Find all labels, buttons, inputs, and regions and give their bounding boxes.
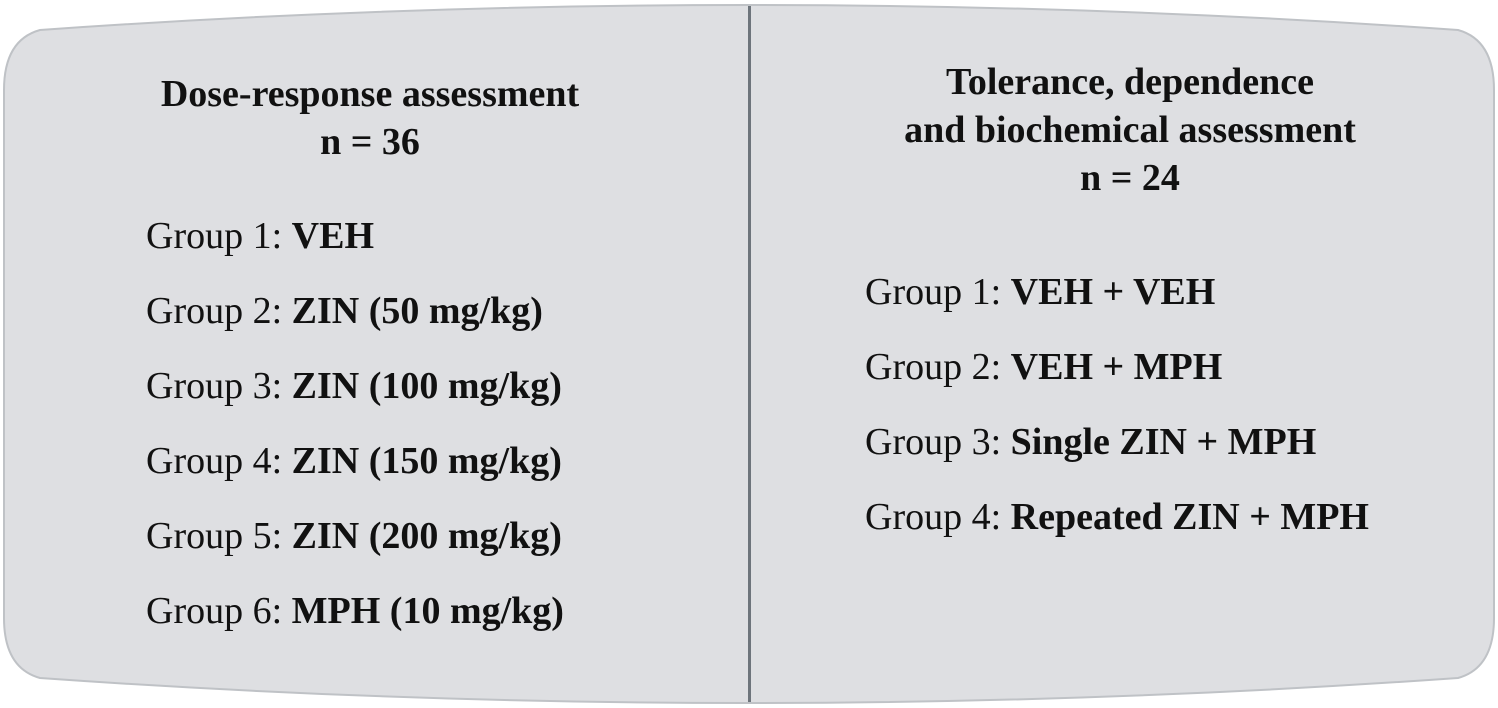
group-label: Group 1: bbox=[865, 271, 1002, 313]
list-item: Group 1: VEH bbox=[146, 210, 564, 285]
group-label: Group 3: bbox=[146, 365, 283, 407]
group-treatment: Single ZIN + MPH bbox=[1010, 421, 1317, 463]
tolerance-title-line1: Tolerance, dependence bbox=[945, 61, 1314, 103]
list-item: Group 2: ZIN (50 mg/kg) bbox=[146, 285, 564, 360]
dose-response-title: Dose-response assessment bbox=[160, 73, 580, 115]
tolerance-group-list: Group 1: VEH + VEH Group 2: VEH + MPH Gr… bbox=[865, 266, 1369, 566]
group-treatment: VEH bbox=[291, 215, 375, 257]
list-item: Group 6: MPH (10 mg/kg) bbox=[146, 585, 564, 660]
dose-response-heading: Dose-response assessment n = 36 bbox=[60, 70, 680, 166]
tolerance-title-line2: and biochemical assessment bbox=[904, 109, 1356, 151]
list-item: Group 3: Single ZIN + MPH bbox=[865, 416, 1369, 491]
group-treatment: VEH + VEH bbox=[1010, 271, 1216, 313]
group-treatment: ZIN (200 mg/kg) bbox=[291, 515, 562, 557]
group-treatment: VEH + MPH bbox=[1010, 346, 1223, 388]
list-item: Group 4: ZIN (150 mg/kg) bbox=[146, 435, 564, 510]
list-item: Group 5: ZIN (200 mg/kg) bbox=[146, 510, 564, 585]
group-label: Group 2: bbox=[146, 290, 283, 332]
group-label: Group 4: bbox=[146, 440, 283, 482]
list-item: Group 1: VEH + VEH bbox=[865, 266, 1369, 341]
group-label: Group 3: bbox=[865, 421, 1002, 463]
group-treatment: ZIN (100 mg/kg) bbox=[291, 365, 562, 407]
group-treatment: ZIN (150 mg/kg) bbox=[291, 440, 562, 482]
group-treatment: Repeated ZIN + MPH bbox=[1010, 496, 1369, 538]
group-treatment: MPH (10 mg/kg) bbox=[291, 590, 564, 632]
list-item: Group 3: ZIN (100 mg/kg) bbox=[146, 360, 564, 435]
tolerance-heading: Tolerance, dependence and biochemical as… bbox=[790, 58, 1470, 202]
group-label: Group 4: bbox=[865, 496, 1002, 538]
group-label: Group 1: bbox=[146, 215, 283, 257]
dose-response-group-list: Group 1: VEH Group 2: ZIN (50 mg/kg) Gro… bbox=[146, 210, 564, 660]
column-divider bbox=[748, 6, 751, 702]
dose-response-n: n = 36 bbox=[320, 121, 420, 163]
list-item: Group 4: Repeated ZIN + MPH bbox=[865, 491, 1369, 566]
group-label: Group 2: bbox=[865, 346, 1002, 388]
tolerance-n: n = 24 bbox=[1080, 157, 1180, 199]
group-treatment: ZIN (50 mg/kg) bbox=[291, 290, 543, 332]
list-item: Group 2: VEH + MPH bbox=[865, 341, 1369, 416]
group-label: Group 5: bbox=[146, 515, 283, 557]
group-label: Group 6: bbox=[146, 590, 283, 632]
